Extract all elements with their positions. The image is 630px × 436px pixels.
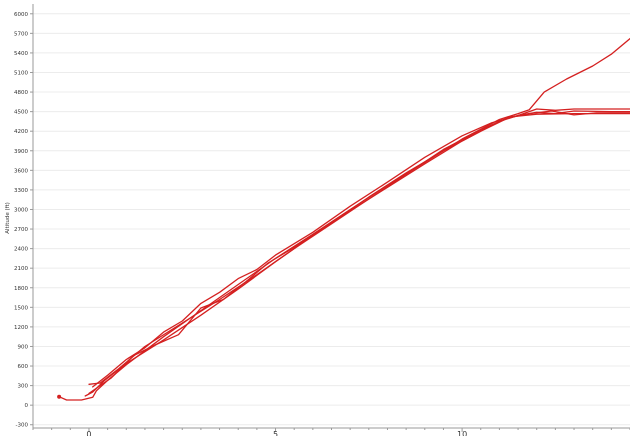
- y-tick-label: 5400: [14, 51, 28, 57]
- grid-lines: [33, 13, 630, 426]
- y-tick-label: 3000: [14, 207, 28, 213]
- y-tick-label: 300: [18, 384, 29, 390]
- x-tick-label: 5: [273, 430, 278, 436]
- x-tick-label: 0: [86, 430, 91, 436]
- y-tick-label: 4800: [14, 90, 28, 96]
- y-tick-label: 1500: [14, 305, 28, 311]
- series-line-3: [88, 110, 630, 385]
- y-tick-label: 5100: [14, 70, 28, 76]
- y-tick-label: 3900: [14, 149, 28, 155]
- y-tick-label: 1200: [14, 325, 28, 331]
- y-tick-label: 2700: [14, 227, 28, 233]
- y-tick-label: 4200: [14, 129, 28, 135]
- y-tick-label: 900: [18, 344, 29, 350]
- x-tick-label: 10: [457, 430, 467, 436]
- axes: [30, 4, 630, 432]
- y-tick-label: 2400: [14, 247, 28, 253]
- series-line-5: [88, 112, 630, 395]
- y-tick-label: -300: [16, 423, 29, 429]
- y-axis-label: Altitude (ft): [5, 202, 11, 234]
- tick-labels: -300 0 300 600 900 1200 1500 1800 2100 2400 2700 30…: [14, 12, 467, 436]
- y-tick-label: 2100: [14, 266, 28, 272]
- series-line-4: [92, 108, 630, 388]
- y-tick-label: 3300: [14, 188, 28, 194]
- y-tick-label: 1800: [14, 286, 28, 292]
- y-tick-label: 6000: [14, 12, 28, 18]
- y-tick-label: 5700: [14, 31, 28, 37]
- y-tick-label: 600: [18, 364, 29, 370]
- series-lines: [57, 37, 630, 401]
- y-tick-label: 3600: [14, 168, 28, 174]
- y-tick-label: 0: [25, 403, 29, 409]
- y-tick-label: 4500: [14, 110, 28, 116]
- start-point-marker: [57, 394, 62, 399]
